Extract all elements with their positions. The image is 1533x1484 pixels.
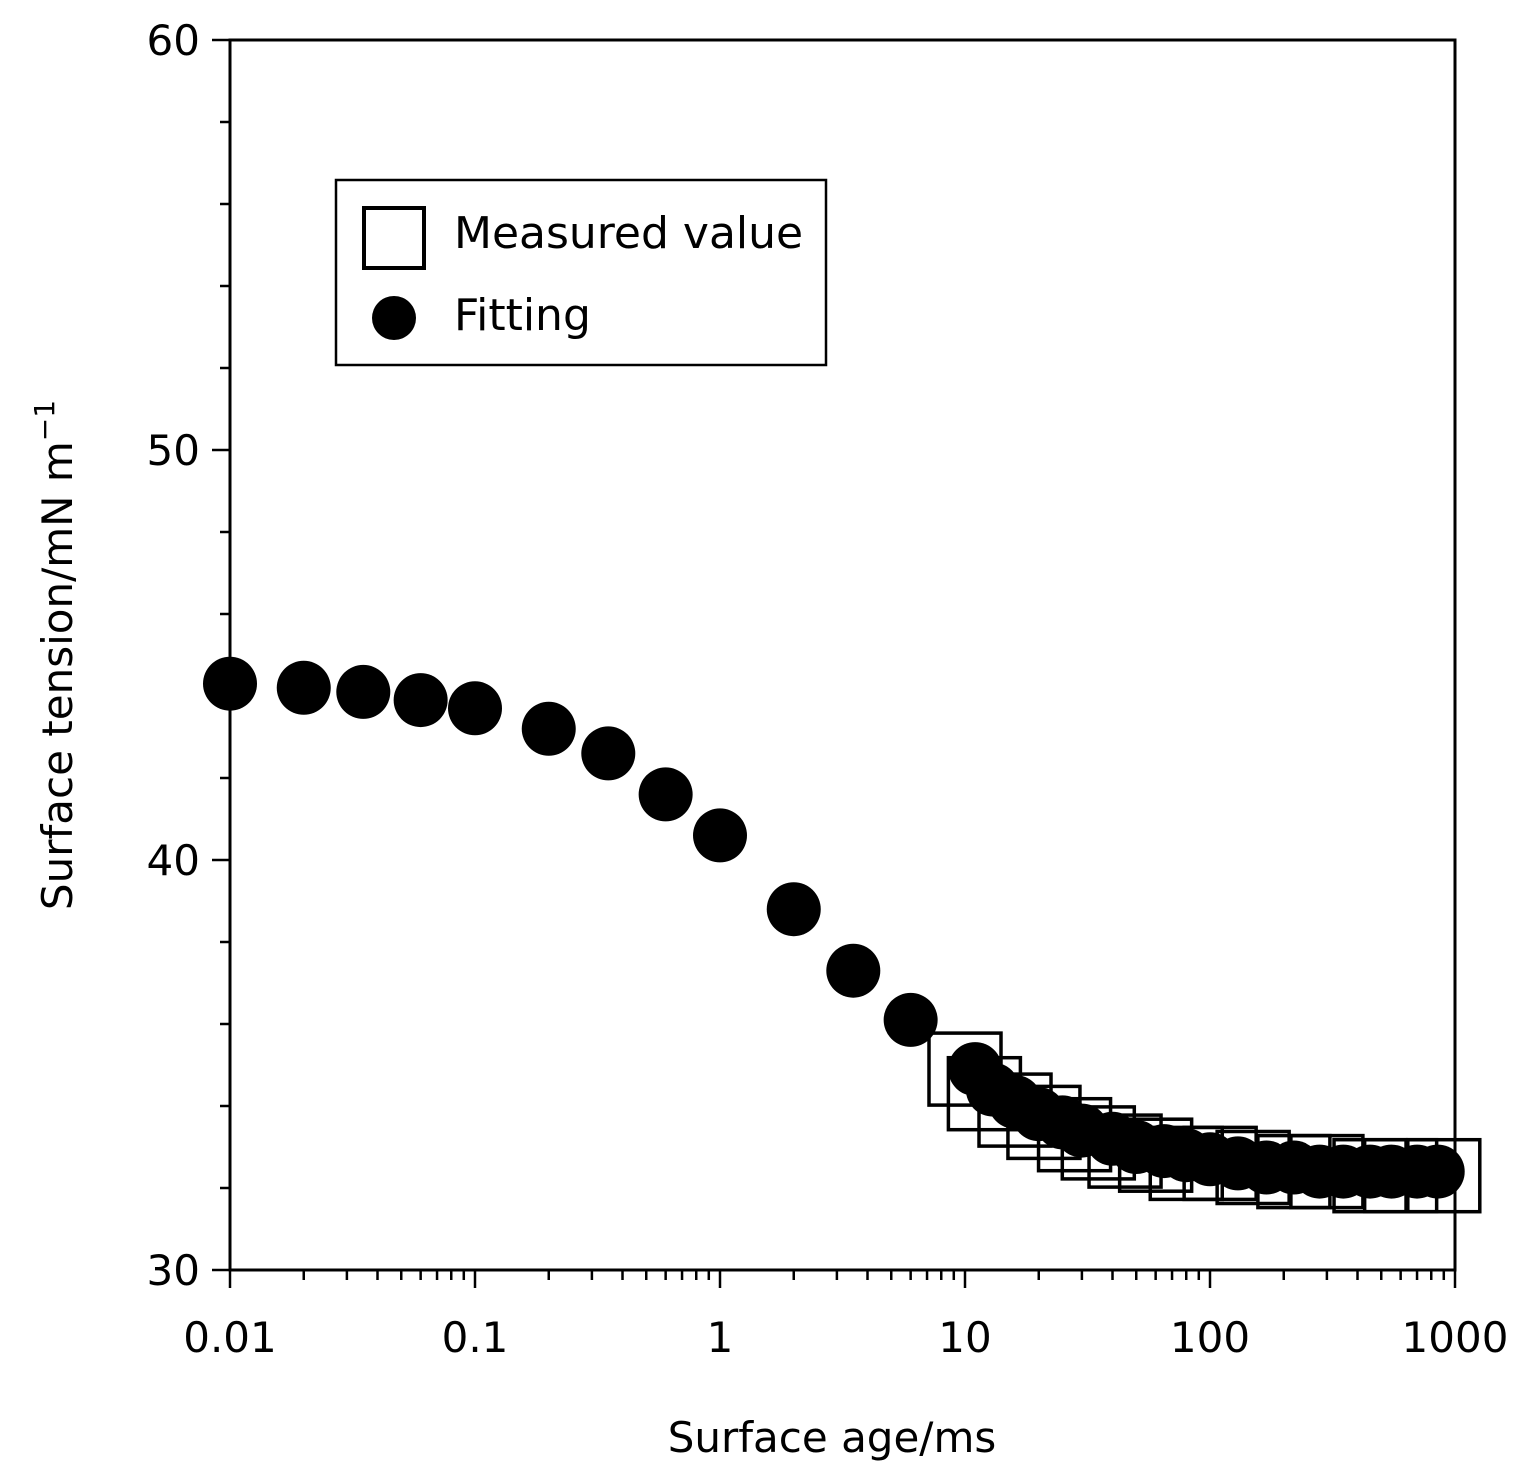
fitting-series: [203, 656, 1465, 1199]
x-tick-label: 10: [938, 1313, 991, 1362]
legend: Measured value Fitting: [334, 178, 828, 367]
x-axis-title: Surface age/ms: [668, 1413, 997, 1462]
x-tick-label: 1: [707, 1313, 734, 1362]
x-tick-label: 100: [1170, 1313, 1250, 1362]
legend-box: [334, 178, 828, 367]
fitting-point: [393, 673, 448, 728]
axis-ticks: [212, 38, 1457, 1288]
fitting-point: [693, 808, 747, 863]
fitting-point: [826, 943, 881, 998]
fitting-point: [448, 681, 502, 736]
fitting-point: [521, 701, 576, 756]
x-tick-label: 0.01: [183, 1313, 277, 1362]
fitting-point: [883, 992, 938, 1047]
fitting-point: [203, 656, 257, 711]
axis-tick-labels: 0.01 0.1 1 10 100 1000 30 40 50 60: [147, 16, 1509, 1362]
fitting-point: [766, 882, 821, 937]
y-tick-label: 60: [147, 16, 200, 65]
y-axis-title-main: Surface tension/mN m: [33, 441, 82, 910]
legend-label-fitting: Fitting: [454, 290, 591, 341]
x-tick-label: 1000: [1402, 1313, 1509, 1362]
legend-label-measured-value: Measured value: [454, 208, 803, 259]
legend-marker-fitting: [372, 296, 416, 340]
y-tick-label: 40: [147, 836, 200, 885]
x-tick-label: 0.1: [442, 1313, 509, 1362]
y-axis-title: Surface tension/mN m−1: [28, 400, 82, 910]
fitting-point: [638, 767, 693, 822]
fitting-point: [276, 660, 331, 715]
fitting-point: [336, 664, 391, 719]
fitting-point: [581, 726, 636, 781]
y-tick-label: 30: [147, 1246, 200, 1295]
y-tick-label: 50: [147, 426, 200, 475]
legend-marker-measured-value: [362, 206, 426, 270]
fitting-point: [1410, 1144, 1465, 1199]
y-axis-title-superscript: −1: [28, 400, 61, 441]
plot-frame: [228, 38, 1457, 1272]
